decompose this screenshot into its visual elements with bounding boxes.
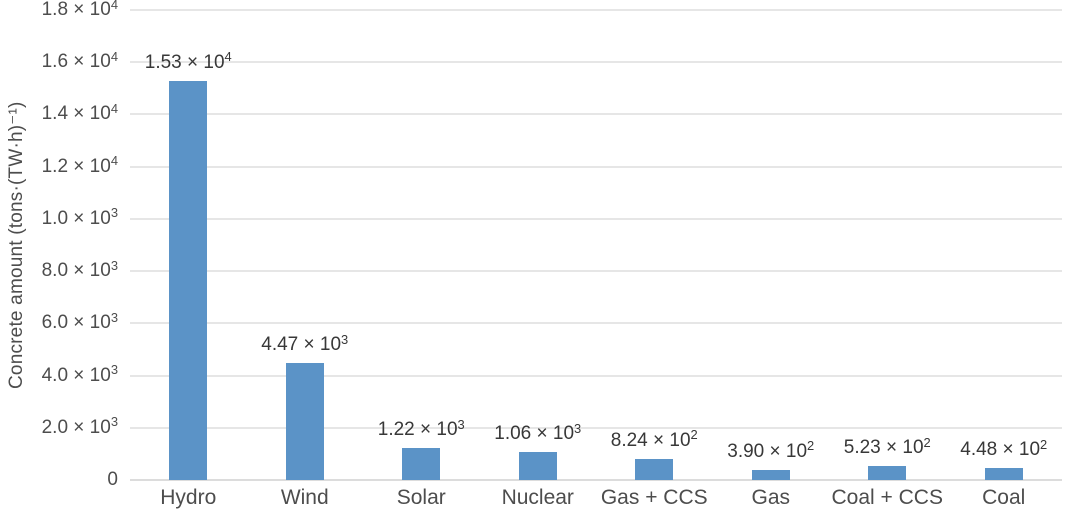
y-tick-label: 1.6 × 104 [41, 48, 118, 73]
gridline [130, 9, 1062, 11]
bar [169, 80, 208, 480]
bar-column: 3.90 × 102 [713, 10, 830, 480]
y-tick-label: 1.2 × 104 [41, 153, 118, 177]
plot-area: 1.53 × 104 4.47 × 103 1.22 × 103 1.06 × 103… [130, 9, 1062, 481]
bar [285, 363, 324, 480]
y-tick-label: 0 [107, 469, 118, 490]
gridline [130, 61, 1062, 64]
x-category-label: Nuclear [501, 486, 574, 509]
x-category-label: Solar [396, 486, 446, 509]
bar-column: 1.06 × 103 [480, 10, 597, 480]
x-axis-category-labels: Hydro Wind Solar Nuclear Gas + CCS Gas Coal + … [130, 486, 1062, 510]
y-tick-label: 1.4 × 104 [41, 100, 118, 125]
y-tick-label: 8.0 × 103 [41, 257, 118, 282]
bar [518, 452, 557, 480]
gridline [130, 322, 1062, 325]
gridline [130, 426, 1062, 429]
bar-columns: 1.53 × 104 4.47 × 103 1.22 × 103 1.06 × 103… [130, 10, 1062, 480]
bar [868, 466, 907, 480]
bar-column: 1.22 × 103 [363, 10, 480, 480]
bar-value-label: 1.53 × 104 [144, 49, 232, 73]
bar-value-label: 4.47 × 103 [261, 331, 349, 356]
x-category-label: Coal + CCS [831, 486, 943, 509]
x-category-label: Wind [280, 486, 329, 509]
bar-column: 5.23 × 102 [829, 10, 946, 480]
x-category-label: Coal [982, 486, 1026, 509]
gridline [130, 374, 1062, 377]
bar [751, 469, 790, 480]
bar [402, 448, 441, 480]
x-category-label: Gas [751, 486, 790, 509]
bar-value-label: 8.24 × 102 [610, 427, 698, 451]
y-tick-label: 6.0 × 103 [41, 309, 118, 334]
x-category-label: Hydro [160, 486, 217, 509]
bar [984, 468, 1023, 480]
gridline [130, 479, 1062, 481]
bar-column: 4.47 × 103 [247, 10, 364, 480]
bar [635, 458, 674, 480]
bar-column: 1.53 × 104 [130, 10, 247, 480]
y-tick-label: 4.0 × 103 [41, 362, 118, 386]
bar-value-label: 1.06 × 103 [494, 420, 582, 445]
bar-value-label: 5.23 × 102 [843, 434, 931, 459]
y-axis-tick-labels: 1.8 × 104 1.6 × 104 1.4 × 104 1.2 × 104 1.0 … [0, 0, 118, 490]
bar-value-label: 3.90 × 102 [727, 438, 815, 462]
y-tick-label: 2.0 × 103 [41, 414, 118, 438]
y-tick-label: 1.0 × 103 [41, 205, 118, 229]
gridline [130, 217, 1062, 220]
gridline [130, 165, 1062, 168]
bar-value-label: 4.48 × 102 [960, 436, 1048, 461]
bar-value-label: 1.22 × 103 [377, 416, 465, 441]
gridline [130, 270, 1062, 273]
bar-column: 8.24 × 102 [596, 10, 713, 480]
x-category-label: Gas + CCS [600, 486, 708, 509]
bar-column: 4.48 × 102 [946, 10, 1063, 480]
y-tick-label: 1.8 × 104 [41, 0, 118, 20]
gridline [130, 113, 1062, 116]
